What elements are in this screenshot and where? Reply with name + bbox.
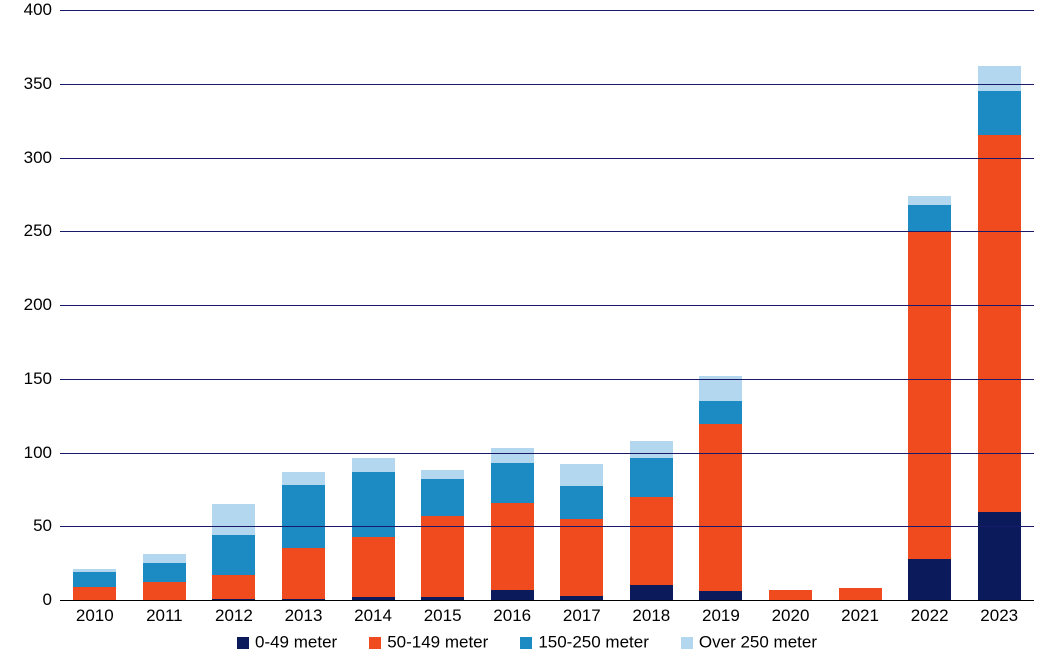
bar-segment-s1 <box>73 587 116 600</box>
bar-segment-s2 <box>630 458 673 496</box>
bar-segment-s3 <box>143 554 186 563</box>
gridline <box>60 84 1034 85</box>
bar-segment-s2 <box>421 479 464 516</box>
x-tick-label: 2019 <box>702 600 740 626</box>
bar-segment-s1 <box>212 575 255 599</box>
legend-swatch <box>237 637 249 649</box>
legend-label: 50-149 meter <box>387 633 488 652</box>
bar-segment-s1 <box>839 588 882 600</box>
bar-segment-s3 <box>421 470 464 479</box>
bar-segment-s1 <box>491 503 534 590</box>
bar-segment-s1 <box>421 516 464 597</box>
bar-segment-s2 <box>73 572 116 587</box>
gridline <box>60 453 1034 454</box>
plot-area: 0501001502002503003504002010201120122013… <box>60 10 1034 601</box>
bar-segment-s1 <box>769 590 812 600</box>
bar-segment-s3 <box>491 448 534 463</box>
x-tick-label: 2011 <box>146 600 183 626</box>
legend: 0-49 meter 50-149 meter 150-250 meter Over … <box>0 632 1054 653</box>
legend-label: Over 250 meter <box>699 633 817 652</box>
x-tick-label: 2012 <box>215 600 253 626</box>
x-tick-label: 2016 <box>493 600 531 626</box>
gridline <box>60 600 1034 601</box>
bar-segment-s2 <box>212 535 255 575</box>
bar-segment-s3 <box>282 472 325 485</box>
y-tick-label: 50 <box>33 516 60 536</box>
bar-segment-s2 <box>143 563 186 582</box>
bar-segment-s1 <box>352 537 395 597</box>
gridline <box>60 10 1034 11</box>
x-tick-label: 2018 <box>632 600 670 626</box>
bar-segment-s2 <box>282 485 325 548</box>
legend-swatch <box>681 637 693 649</box>
bar-segment-s1 <box>282 548 325 598</box>
bar-segment-s0 <box>978 512 1021 601</box>
gridline <box>60 305 1034 306</box>
legend-item: 0-49 meter <box>237 632 337 653</box>
y-tick-label: 200 <box>24 295 60 315</box>
x-tick-label: 2022 <box>911 600 949 626</box>
bar-segment-s3 <box>212 504 255 535</box>
y-tick-label: 400 <box>24 0 60 20</box>
legend-item: 50-149 meter <box>369 632 488 653</box>
bar-segment-s2 <box>491 463 534 503</box>
bar-segment-s1 <box>143 582 186 600</box>
bar-segment-s3 <box>978 66 1021 91</box>
y-tick-label: 350 <box>24 74 60 94</box>
bar-segment-s0 <box>491 590 534 600</box>
x-tick-label: 2020 <box>772 600 810 626</box>
bar-segment-s0 <box>908 559 951 600</box>
y-tick-label: 0 <box>43 590 60 610</box>
bar-segment-s2 <box>560 486 603 518</box>
x-tick-label: 2010 <box>76 600 114 626</box>
legend-swatch <box>520 637 532 649</box>
x-tick-label: 2023 <box>980 600 1018 626</box>
bar-segment-s1 <box>560 519 603 596</box>
bar-segment-s1 <box>630 497 673 586</box>
gridline <box>60 379 1034 380</box>
bar-segment-s3 <box>352 458 395 471</box>
bar-segment-s1 <box>908 231 951 558</box>
x-tick-label: 2015 <box>424 600 462 626</box>
legend-item: Over 250 meter <box>681 632 817 653</box>
x-tick-label: 2013 <box>285 600 323 626</box>
y-tick-label: 250 <box>24 221 60 241</box>
x-tick-label: 2021 <box>841 600 879 626</box>
stacked-bar-chart: 0 50 100 150 200 250 300 350 400 2010 2011 2012 2013… <box>0 0 1054 654</box>
legend-label: 0-49 meter <box>255 633 337 652</box>
y-tick-label: 300 <box>24 148 60 168</box>
y-tick-label: 100 <box>24 443 60 463</box>
bar-segment-s3 <box>560 464 603 486</box>
bar-segment-s0 <box>630 585 673 600</box>
bar-segment-s3 <box>908 196 951 205</box>
bar-segment-s2 <box>699 401 742 425</box>
x-tick-label: 2017 <box>563 600 601 626</box>
legend-swatch <box>369 637 381 649</box>
bar-segment-s2 <box>908 205 951 232</box>
bar-segment-s3 <box>630 441 673 459</box>
legend-item: 150-250 meter <box>520 632 649 653</box>
bar-segment-s1 <box>699 424 742 591</box>
gridline <box>60 231 1034 232</box>
bar-segment-s3 <box>73 569 116 572</box>
gridline <box>60 526 1034 527</box>
bar-segment-s0 <box>699 591 742 600</box>
gridline <box>60 158 1034 159</box>
bar-segment-s2 <box>978 91 1021 135</box>
bar-segment-s1 <box>978 135 1021 511</box>
legend-label: 150-250 meter <box>538 633 649 652</box>
y-tick-label: 150 <box>24 369 60 389</box>
x-tick-label: 2014 <box>354 600 392 626</box>
